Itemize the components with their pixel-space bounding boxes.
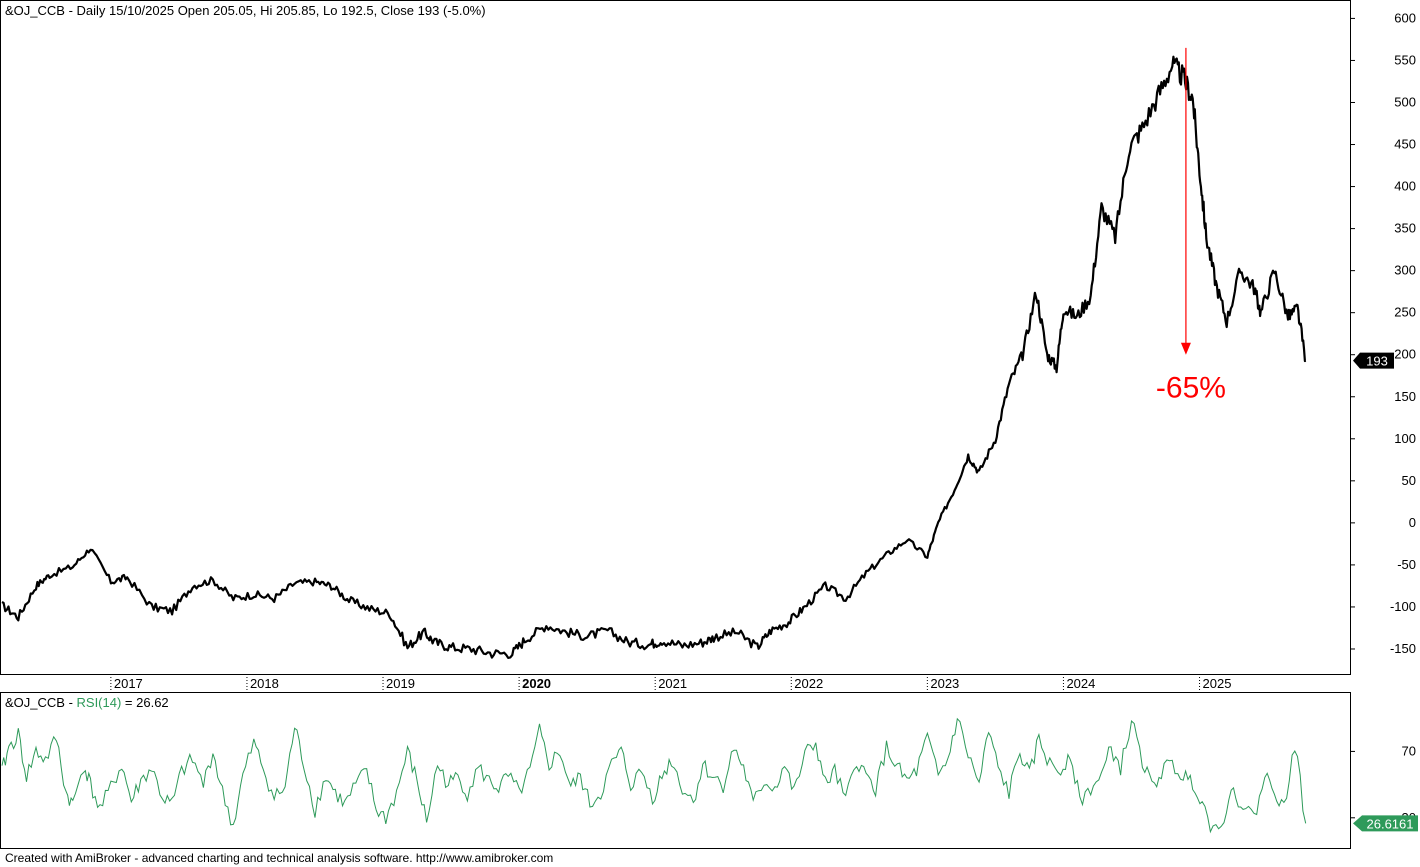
rsi-y-axis: 7030 [1350, 743, 1416, 825]
rsi-symbol: &OJ_CCB - [5, 695, 77, 710]
price-y-tick-label: 200 [1394, 347, 1416, 362]
price-y-tick-label: 500 [1394, 94, 1416, 109]
x-tick-label: 2017 [114, 676, 143, 691]
price-y-axis: 600550500450400350300250200150100500-50-… [1350, 10, 1416, 656]
rsi-line [1, 717, 1307, 834]
x-tick-label: 2021 [658, 676, 687, 691]
x-tick-label: 2023 [930, 676, 959, 691]
price-y-tick-label: -150 [1390, 641, 1416, 656]
price-y-tick-label: 350 [1394, 221, 1416, 236]
drawdown-annotation: -65% [1156, 47, 1226, 405]
price-y-tick-label: 450 [1394, 137, 1416, 152]
x-tick-label: 2019 [386, 676, 415, 691]
price-panel-title: &OJ_CCB - Daily 15/10/2025 Open 205.05, … [5, 3, 486, 18]
rsi-y-tick-label: 70 [1402, 743, 1416, 758]
x-tick-label: 2025 [1203, 676, 1232, 691]
rsi-last-badge [1353, 815, 1418, 832]
price-y-tick-label: 0 [1409, 515, 1416, 530]
rsi-series [1, 717, 1307, 834]
x-tick-label: 2022 [794, 676, 823, 691]
rsi-panel-title: &OJ_CCB - RSI(14) = 26.62 [5, 695, 169, 710]
price-y-tick-label: -50 [1397, 557, 1416, 572]
x-tick-label: 2018 [250, 676, 279, 691]
price-last-label: 193 [1366, 354, 1388, 369]
price-y-tick-label: 300 [1394, 263, 1416, 278]
price-last-badge [1353, 352, 1394, 369]
price-y-tick-label: 150 [1394, 389, 1416, 404]
price-y-tick-label: 50 [1402, 473, 1416, 488]
price-y-tick-label: 400 [1394, 179, 1416, 194]
price-y-tick-label: 600 [1394, 10, 1416, 25]
x-tick-label: 2024 [1066, 676, 1095, 691]
rsi-last-label: 26.6161 [1367, 816, 1414, 831]
price-y-tick-label: 100 [1394, 431, 1416, 446]
price-x-axis: 2017 2018 2019 2020 2021 2022 2023 2024 2025 [110, 674, 1232, 691]
price-series [1, 55, 1307, 659]
rsi-indicator-name: RSI(14) [77, 695, 122, 710]
rsi-value-readout: = 26.62 [121, 695, 168, 710]
footer-credit: Created with AmiBroker - advanced charti… [5, 851, 554, 865]
rsi-panel-frame [0, 692, 1351, 849]
price-line [1, 55, 1307, 659]
price-y-tick-label: 250 [1394, 305, 1416, 320]
last-value-labels: 193 26.6161 [1353, 352, 1418, 832]
price-y-tick-label: 550 [1394, 52, 1416, 67]
price-y-tick-label: -100 [1390, 599, 1416, 614]
price-panel-frame [0, 0, 1351, 675]
drawdown-label: -65% [1156, 372, 1226, 405]
x-tick-label: 2020 [522, 676, 551, 691]
drawdown-arrow-head [1180, 342, 1191, 355]
